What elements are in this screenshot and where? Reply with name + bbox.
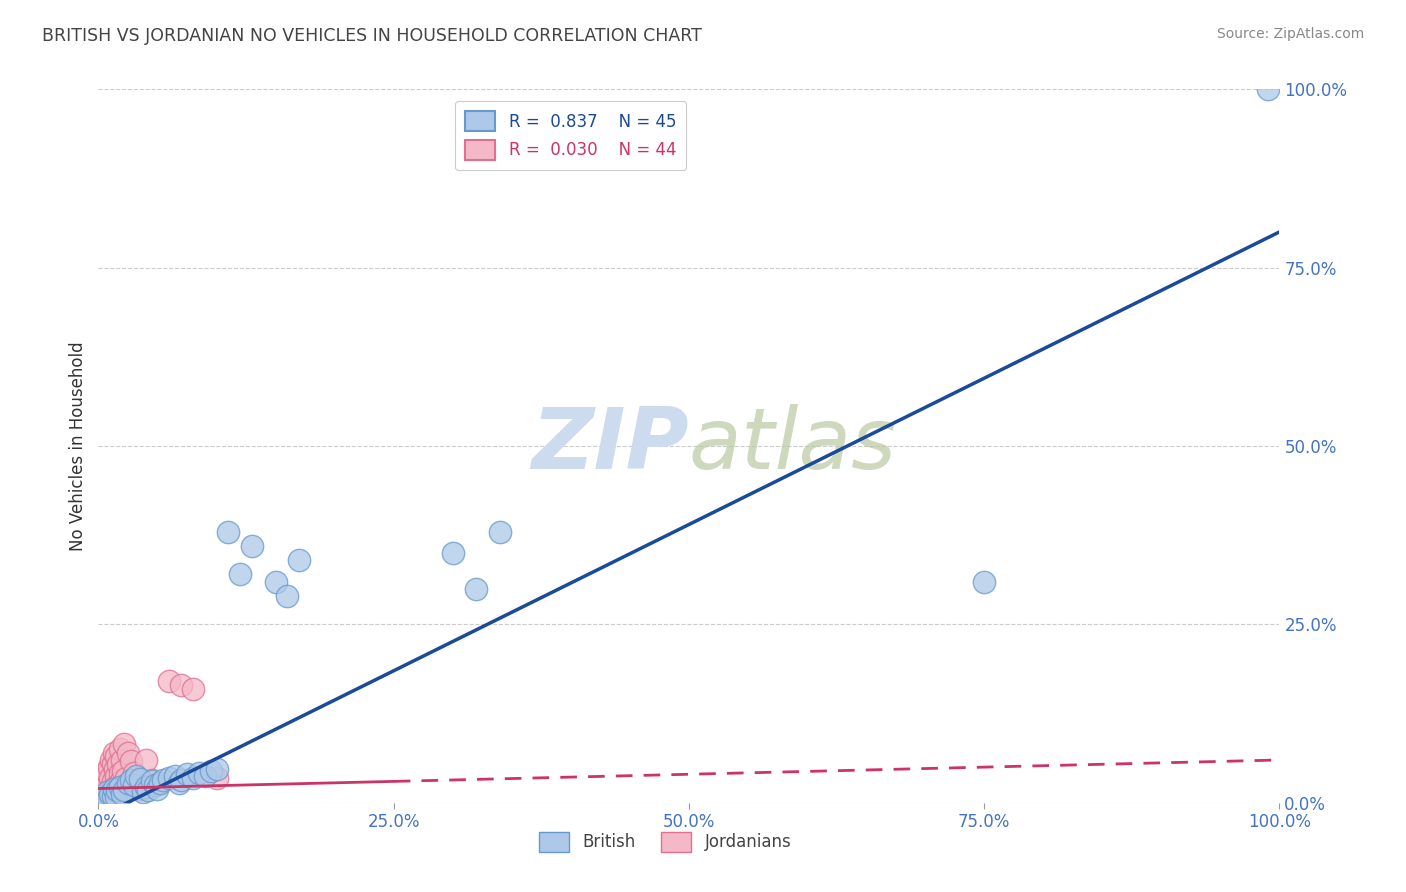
Point — [264, 574, 287, 589]
Point — [128, 772, 150, 786]
Point — [107, 789, 129, 803]
Point — [973, 574, 995, 589]
Point — [117, 746, 139, 760]
Point — [167, 776, 190, 790]
Point — [157, 771, 180, 785]
Point — [276, 589, 298, 603]
Point — [149, 776, 172, 790]
Point — [98, 771, 121, 785]
Point — [111, 787, 134, 801]
Point — [122, 778, 145, 792]
Point — [101, 756, 124, 771]
Y-axis label: No Vehicles in Household: No Vehicles in Household — [69, 341, 87, 551]
Point — [96, 785, 118, 799]
Point — [288, 553, 311, 567]
Point — [98, 787, 121, 801]
Point — [100, 753, 122, 767]
Point — [465, 582, 488, 596]
Point — [93, 776, 115, 790]
Point — [96, 778, 118, 792]
Point — [118, 778, 141, 792]
Text: BRITISH VS JORDANIAN NO VEHICLES IN HOUSEHOLD CORRELATION CHART: BRITISH VS JORDANIAN NO VEHICLES IN HOUS… — [42, 27, 702, 45]
Point — [441, 546, 464, 560]
Point — [143, 778, 166, 792]
Point — [90, 790, 112, 805]
Point — [94, 769, 117, 783]
Point — [136, 783, 159, 797]
Point — [121, 772, 143, 787]
Point — [125, 769, 148, 783]
Point — [98, 760, 121, 774]
Point — [176, 767, 198, 781]
Point — [105, 790, 128, 805]
Point — [112, 737, 135, 751]
Point — [122, 765, 145, 780]
Point — [112, 783, 135, 797]
Point — [105, 783, 128, 797]
Point — [97, 792, 120, 806]
Point — [108, 742, 131, 756]
Point — [98, 781, 121, 796]
Point — [217, 524, 239, 539]
Point — [181, 681, 204, 696]
Point — [105, 769, 128, 783]
Point — [117, 776, 139, 790]
Text: atlas: atlas — [689, 404, 897, 488]
Text: Source: ZipAtlas.com: Source: ZipAtlas.com — [1216, 27, 1364, 41]
Point — [128, 781, 150, 796]
Legend: British, Jordanians: British, Jordanians — [533, 825, 797, 859]
Point — [97, 787, 120, 801]
Point — [1257, 82, 1279, 96]
Point — [110, 774, 132, 789]
Point — [104, 762, 127, 776]
Point — [132, 785, 155, 799]
Point — [114, 771, 136, 785]
Text: ZIP: ZIP — [531, 404, 689, 488]
Point — [181, 771, 204, 785]
Point — [103, 746, 125, 760]
Point — [205, 762, 228, 776]
Point — [146, 781, 169, 796]
Point — [107, 756, 129, 771]
Point — [170, 772, 193, 787]
Point — [194, 769, 217, 783]
Point — [103, 780, 125, 794]
Point — [141, 774, 163, 789]
Point — [100, 785, 122, 799]
Point — [96, 764, 118, 778]
Point — [187, 765, 209, 780]
Point — [103, 781, 125, 796]
Point — [101, 774, 124, 789]
Point — [94, 783, 117, 797]
Point — [111, 783, 134, 797]
Point — [105, 778, 128, 792]
Point — [165, 769, 187, 783]
Point — [489, 524, 512, 539]
Point — [105, 749, 128, 764]
Point — [152, 772, 174, 787]
Point — [229, 567, 252, 582]
Point — [200, 764, 222, 778]
Point — [205, 771, 228, 785]
Point — [108, 765, 131, 780]
Point — [135, 780, 157, 794]
Point — [101, 789, 124, 803]
Point — [112, 764, 135, 778]
Point — [108, 780, 131, 794]
Point — [91, 792, 114, 806]
Point — [91, 774, 114, 789]
Point — [141, 772, 163, 787]
Point — [157, 674, 180, 689]
Point — [240, 539, 263, 553]
Point — [97, 767, 120, 781]
Point — [93, 790, 115, 805]
Point — [135, 753, 157, 767]
Point — [121, 755, 143, 769]
Point — [170, 678, 193, 692]
Point — [111, 753, 134, 767]
